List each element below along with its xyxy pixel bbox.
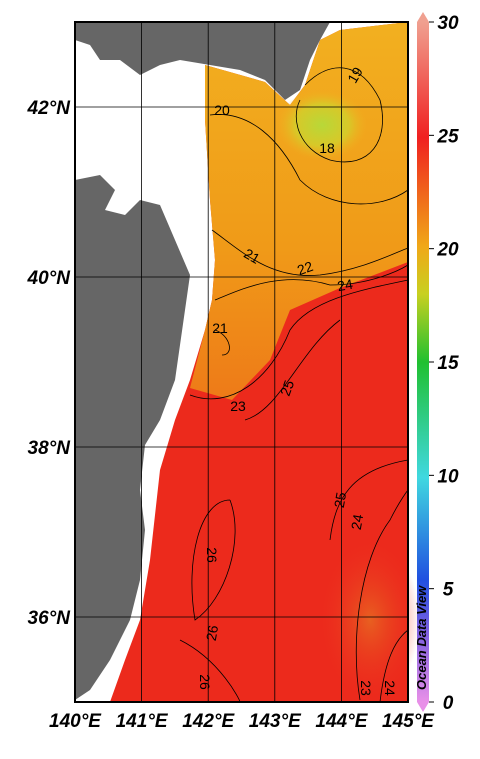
- contour-label: 23: [358, 680, 374, 696]
- colorbar-tick-label: 15: [437, 353, 459, 374]
- graticule: [74, 22, 409, 702]
- contour-label: 25: [277, 378, 297, 398]
- contour-label: 22: [295, 258, 315, 278]
- ocean-field: [110, 22, 420, 702]
- contour-label: 24: [336, 276, 354, 294]
- contour-label: 20: [214, 102, 230, 118]
- x-tick-label: 140°E: [49, 711, 102, 732]
- colorbar-tick-label: 25: [436, 126, 459, 147]
- colorbar-bottom-arrow: [417, 702, 429, 712]
- x-tick-label: 145°E: [382, 711, 435, 732]
- y-tick-label: 36°N: [28, 608, 72, 629]
- colorbar-tick-label: 20: [436, 240, 459, 261]
- contour-label: 21: [212, 320, 228, 336]
- contour-label: 24: [382, 680, 398, 696]
- contour-label: 18: [319, 140, 335, 156]
- y-tick-label: 38°N: [28, 438, 72, 459]
- colorbar-tick-label: 5: [443, 580, 454, 601]
- land: [75, 22, 330, 700]
- x-tick-label: 141°E: [116, 711, 169, 732]
- contour-label: 24: [348, 513, 366, 531]
- contour-label: 26: [204, 547, 220, 563]
- colorbar-tick-label: 30: [437, 13, 459, 34]
- colorbar: [417, 22, 429, 702]
- contour-label: 26: [197, 674, 213, 690]
- contour-label: 21: [241, 245, 263, 267]
- contours: [179, 67, 409, 703]
- x-tick-label: 144°E: [315, 711, 368, 732]
- watermark: Ocean Data View: [414, 585, 429, 690]
- contour-label: 26: [203, 624, 221, 642]
- contour-label: 25: [331, 491, 349, 509]
- colorbar-top-arrow: [417, 12, 429, 22]
- x-tick-label: 142°E: [182, 711, 235, 732]
- x-tick-label: 143°E: [249, 711, 302, 732]
- contour-label: 23: [230, 398, 246, 414]
- y-tick-label: 42°N: [27, 98, 72, 119]
- colorbar-tick-label: 0: [443, 693, 454, 714]
- y-tick-label: 40°N: [27, 268, 72, 289]
- colorbar-tick-label: 10: [437, 466, 459, 487]
- contour-label: 19: [344, 64, 366, 86]
- contour-labels: 19 20 18 21 22 24 21 25 23 25 24 26 26 26 24 23: [197, 64, 398, 696]
